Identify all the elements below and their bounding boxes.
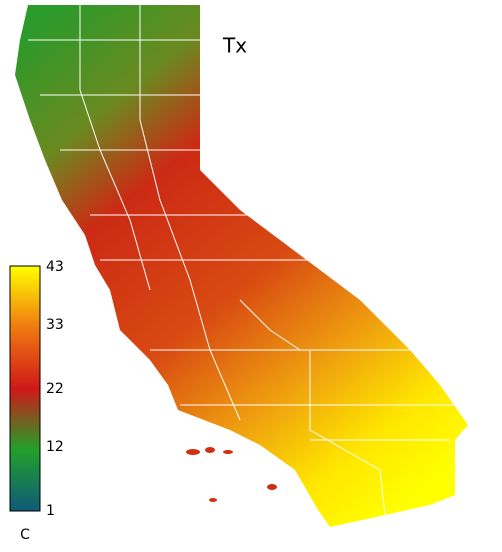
islands: [186, 447, 277, 502]
colorbar-tick-label: 33: [46, 317, 64, 333]
colorbar: [9, 265, 41, 512]
colorbar-tick-label: 22: [46, 381, 64, 397]
state-shape: [15, 5, 468, 527]
colorbar-tick-label: 1: [46, 503, 55, 519]
colorbar-unit: C: [20, 527, 30, 543]
colorbar-tick-label: 43: [46, 259, 64, 275]
map-title: Tx: [222, 34, 247, 58]
county-lines: [28, 5, 460, 516]
colorbar-tick-label: 12: [46, 439, 64, 455]
